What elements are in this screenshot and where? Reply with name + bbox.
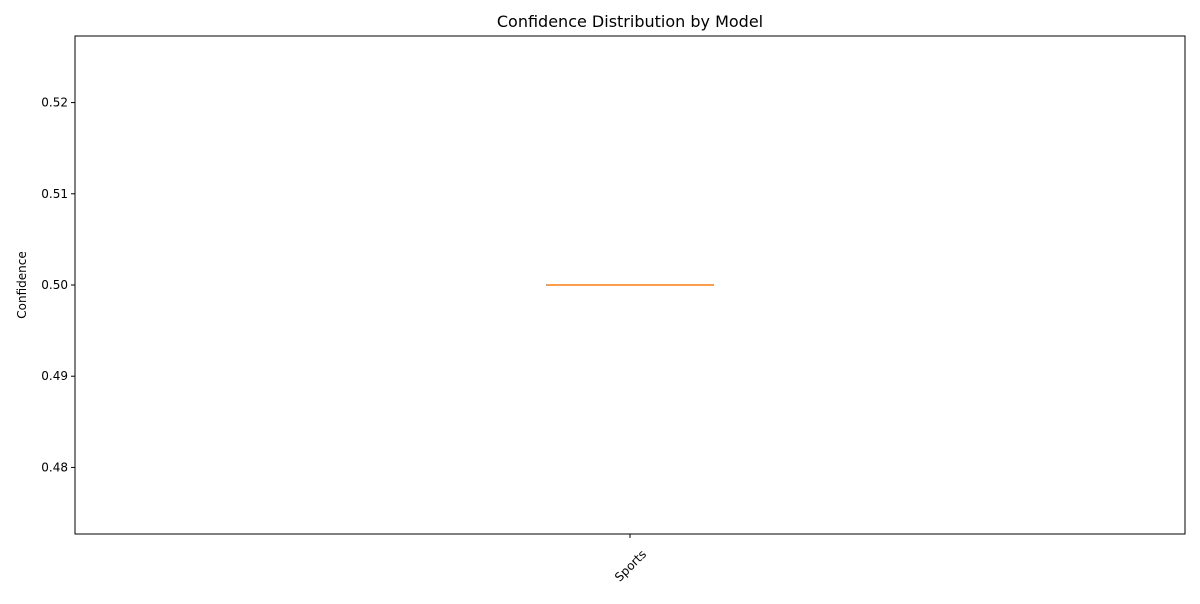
y-tick-label: 0.49 [41, 369, 68, 383]
y-tick-label: 0.50 [41, 278, 68, 292]
chart-title: Confidence Distribution by Model [497, 12, 763, 31]
plot-area: 0.48 0.49 0.50 0.51 0.52 Sports [41, 36, 1185, 584]
x-tick-label: Sports [612, 547, 649, 584]
y-tick-label: 0.48 [41, 460, 68, 474]
y-tick-label: 0.52 [41, 96, 68, 110]
y-tick-label: 0.51 [41, 187, 68, 201]
y-axis-label: Confidence [15, 251, 29, 318]
